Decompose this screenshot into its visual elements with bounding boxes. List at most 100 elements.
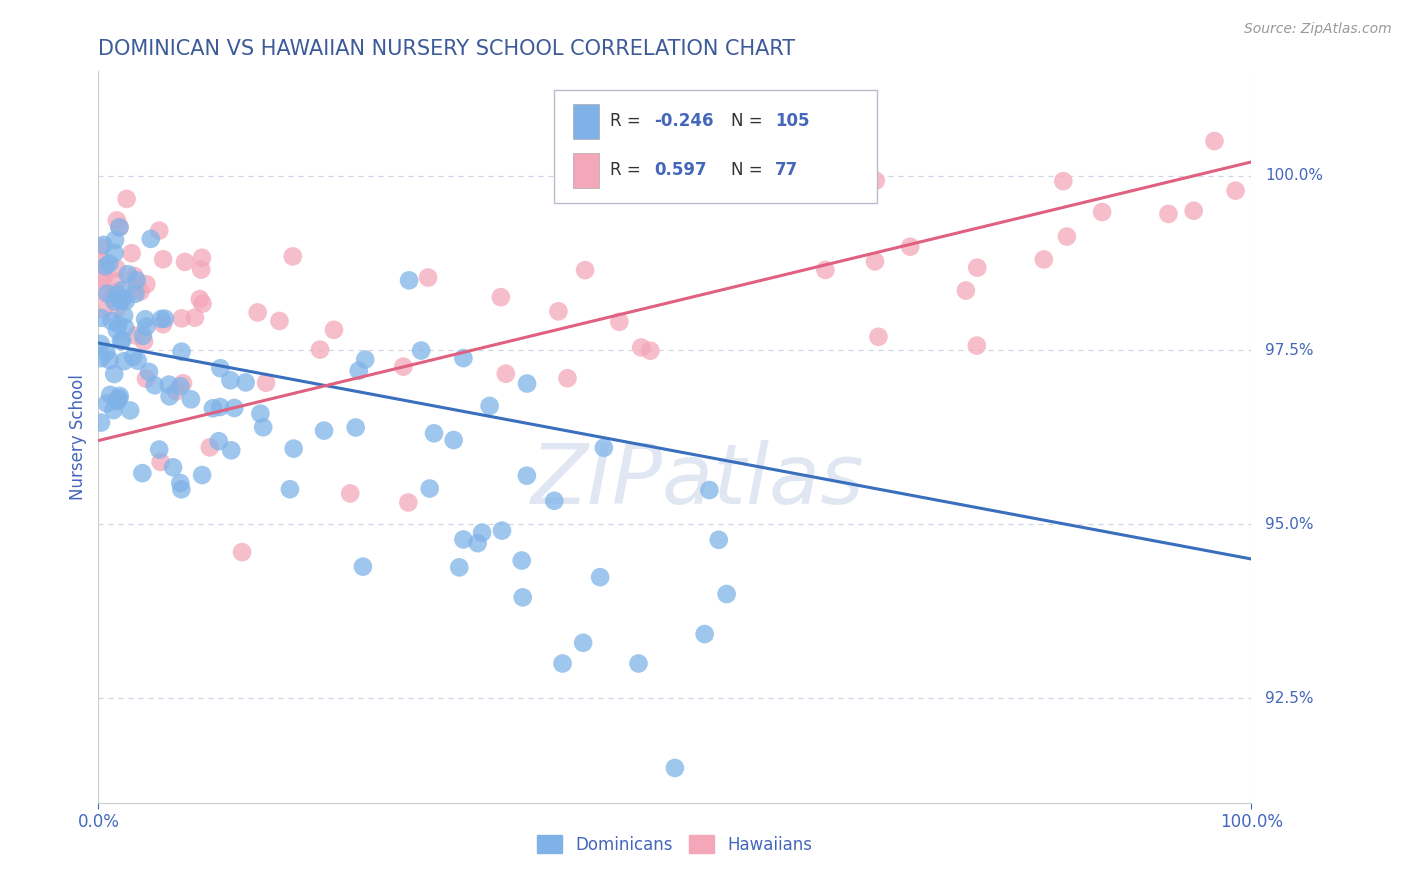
Point xyxy=(396,495,419,509)
Point xyxy=(104,233,127,247)
Point xyxy=(107,392,129,407)
Point xyxy=(1056,229,1078,244)
Point xyxy=(1182,203,1205,218)
Point xyxy=(94,260,117,274)
Point xyxy=(103,403,125,417)
Point xyxy=(134,334,156,349)
Point xyxy=(865,174,887,188)
Point xyxy=(664,761,686,775)
Point xyxy=(453,533,475,547)
Point xyxy=(111,283,134,297)
Point xyxy=(96,286,118,301)
Point xyxy=(209,361,232,376)
Point xyxy=(149,455,172,469)
Point xyxy=(547,304,569,318)
Point xyxy=(354,352,377,367)
Point xyxy=(90,254,112,268)
Point xyxy=(231,545,253,559)
Text: R =: R = xyxy=(610,112,647,130)
Point xyxy=(125,273,148,287)
Point xyxy=(1225,184,1247,198)
Text: 95.0%: 95.0% xyxy=(1265,516,1313,532)
Point xyxy=(100,314,122,328)
Point xyxy=(135,277,157,292)
Point xyxy=(309,343,332,357)
Point xyxy=(201,401,224,416)
Point xyxy=(98,353,121,368)
Point xyxy=(551,657,574,671)
Point xyxy=(423,426,446,441)
Point xyxy=(184,310,207,325)
Text: R =: R = xyxy=(610,161,651,179)
Point xyxy=(495,367,517,381)
Point xyxy=(148,223,170,237)
Text: N =: N = xyxy=(731,161,773,179)
Point xyxy=(117,267,139,281)
Point xyxy=(392,359,415,374)
Point xyxy=(107,288,129,302)
Point xyxy=(416,270,439,285)
Point xyxy=(724,173,747,187)
Point xyxy=(398,273,420,287)
Point xyxy=(108,392,131,406)
Point xyxy=(1032,252,1054,267)
Text: 100.0%: 100.0% xyxy=(1265,169,1323,184)
Point xyxy=(135,319,157,334)
Point xyxy=(127,353,149,368)
Point xyxy=(111,334,134,348)
Point xyxy=(478,399,501,413)
Point xyxy=(609,315,631,329)
Point xyxy=(180,392,202,407)
Point xyxy=(90,416,112,430)
Point xyxy=(209,400,232,414)
Point xyxy=(191,468,214,483)
Point xyxy=(516,468,538,483)
Point xyxy=(574,263,596,277)
Point xyxy=(172,376,194,391)
FancyBboxPatch shape xyxy=(574,153,599,187)
Point xyxy=(281,249,304,263)
Point xyxy=(96,396,118,410)
Point xyxy=(246,305,269,319)
FancyBboxPatch shape xyxy=(554,90,877,203)
Point xyxy=(453,351,475,365)
Point xyxy=(105,323,128,337)
Point xyxy=(107,318,129,332)
Point xyxy=(208,434,231,449)
Point xyxy=(966,338,988,352)
Point xyxy=(572,636,595,650)
Point xyxy=(491,524,513,538)
Point xyxy=(1052,174,1074,188)
Point xyxy=(489,290,512,304)
Point xyxy=(131,466,153,480)
Point xyxy=(191,251,214,265)
Point xyxy=(252,420,274,434)
Point xyxy=(93,269,115,284)
Point xyxy=(162,460,184,475)
Point xyxy=(170,344,193,359)
Point xyxy=(323,323,346,337)
Point xyxy=(170,483,193,497)
Point xyxy=(1157,207,1180,221)
Point xyxy=(90,310,112,325)
Point xyxy=(347,363,370,377)
Text: 92.5%: 92.5% xyxy=(1265,690,1313,706)
Point xyxy=(449,560,471,574)
Text: ZIPatlas: ZIPatlas xyxy=(531,441,865,522)
Point xyxy=(112,354,135,368)
Point xyxy=(152,252,174,267)
Text: 77: 77 xyxy=(775,161,799,179)
Point xyxy=(129,285,152,299)
Point xyxy=(188,292,211,306)
Point xyxy=(1204,134,1226,148)
Point xyxy=(543,493,565,508)
Point xyxy=(589,570,612,584)
Point xyxy=(110,293,132,308)
Point xyxy=(105,213,128,227)
Point xyxy=(98,256,121,270)
Point xyxy=(312,424,335,438)
Point xyxy=(90,240,112,254)
Point xyxy=(105,261,128,276)
Point xyxy=(108,389,131,403)
Point xyxy=(249,407,271,421)
